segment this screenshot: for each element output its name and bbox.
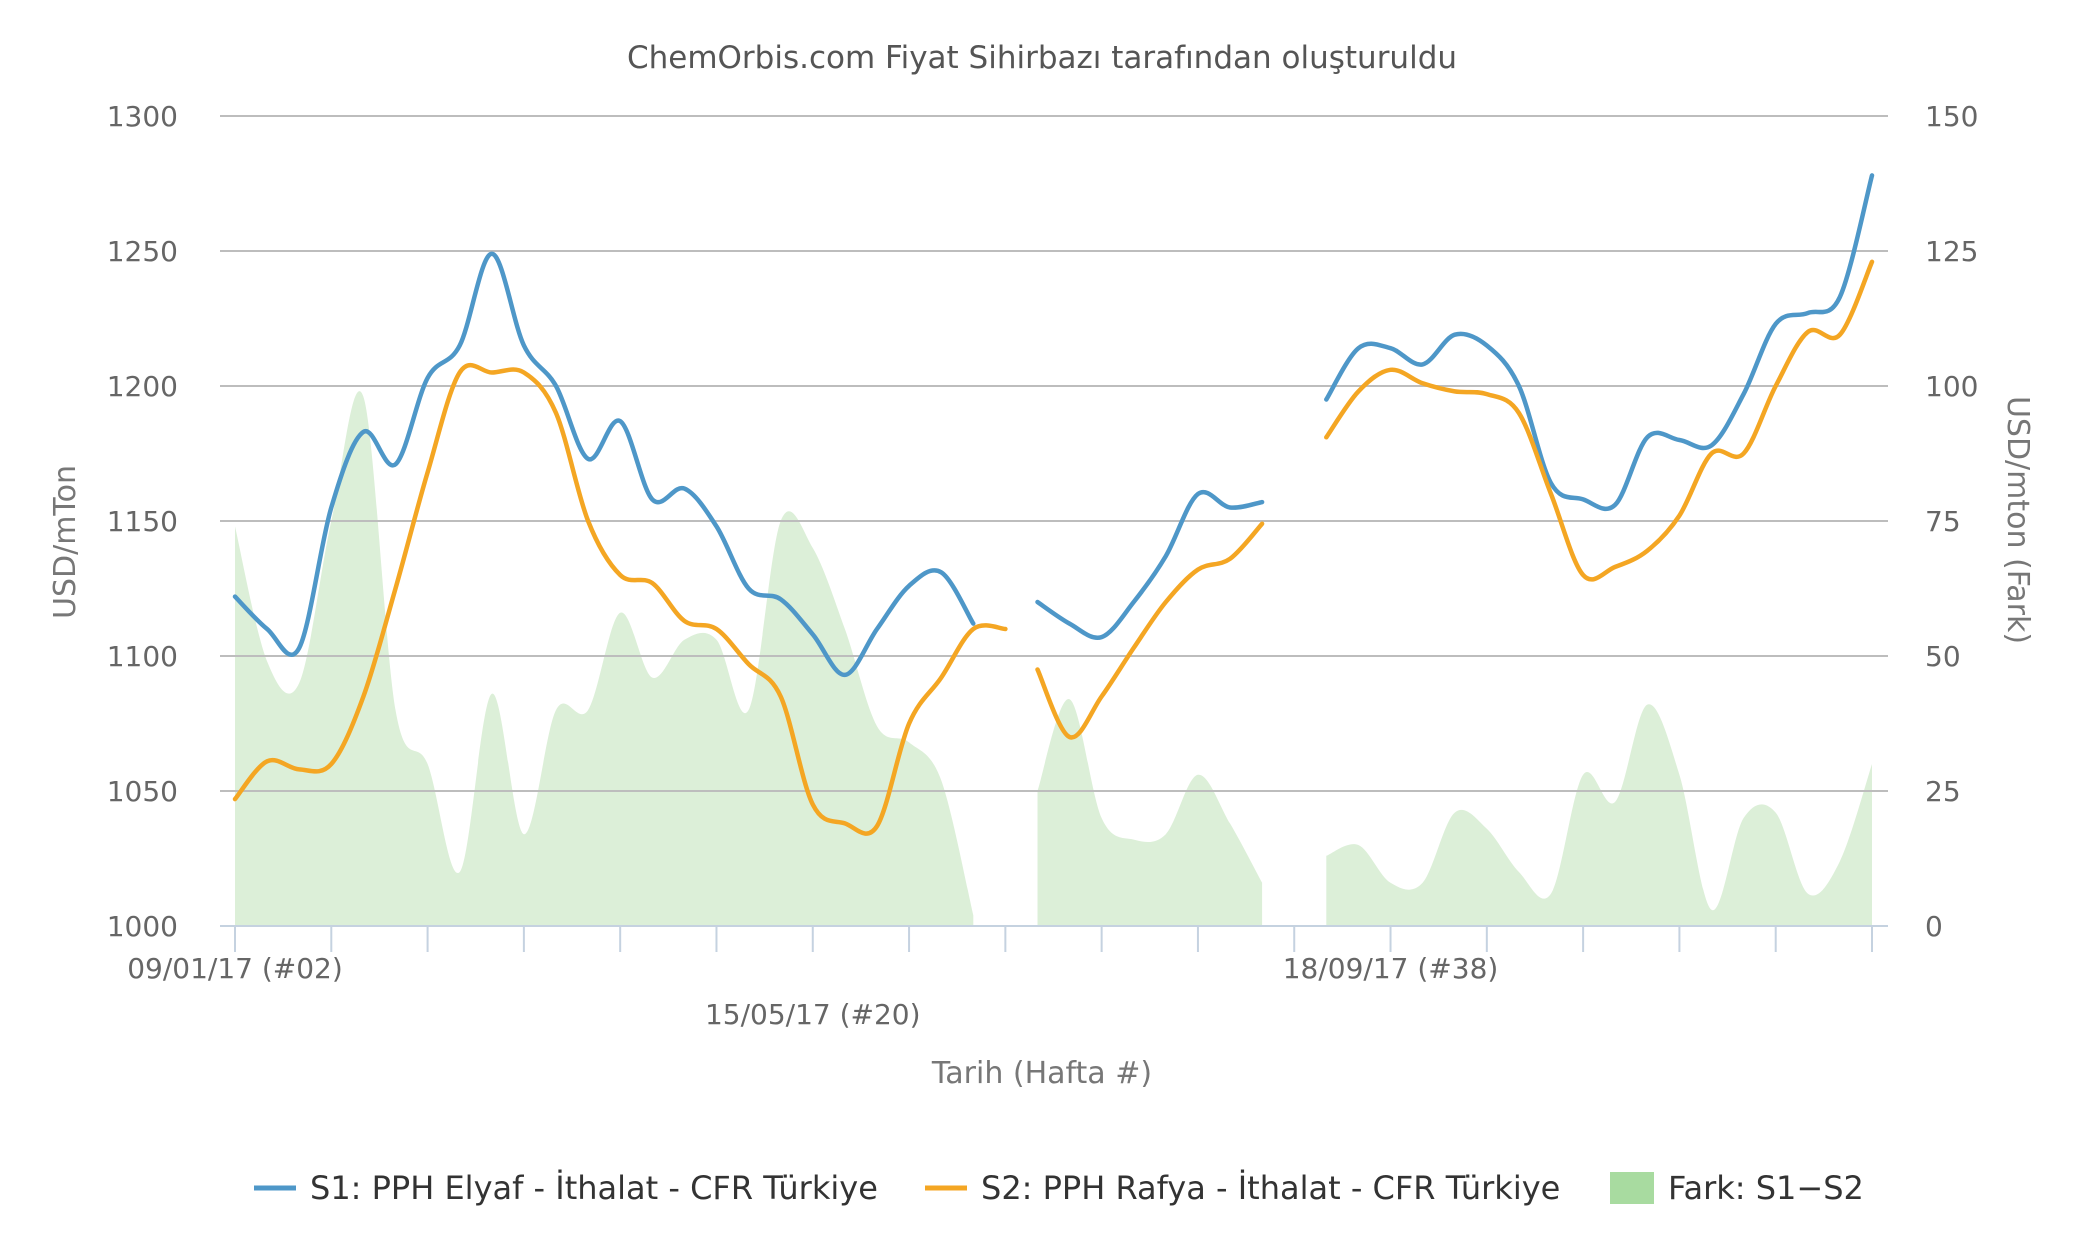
series-1-line-segment-2 xyxy=(1035,489,1265,641)
series-1-line-segment-3 xyxy=(1324,173,1875,512)
legend-label[interactable]: S1: PPH Elyaf - İthalat - CFR Türkiye xyxy=(310,1169,878,1207)
y-tick-label: 1200 xyxy=(107,370,178,403)
y-tick-label: 1000 xyxy=(107,910,178,943)
y2-axis-title: USD/mton (Fark) xyxy=(2000,396,2035,644)
legend-swatch xyxy=(1610,1172,1654,1204)
line-layer xyxy=(232,173,1875,836)
difference-area-segment-2 xyxy=(1037,699,1263,926)
y-tick-label: 1250 xyxy=(107,235,178,268)
x-tick-label: 09/01/17 (#02) xyxy=(127,952,343,985)
series-2-line-segment-2 xyxy=(1035,521,1265,740)
area-layer xyxy=(235,391,1872,927)
y-tick-label: 1050 xyxy=(107,775,178,808)
series-2-line-segment-1 xyxy=(232,362,1008,836)
x-tick-label: 15/05/17 (#20) xyxy=(705,998,921,1031)
y2-tick-label: 100 xyxy=(1925,370,1978,403)
y2-tick-label: 150 xyxy=(1925,100,1978,133)
x-axis-title: Tarih (Hafta #) xyxy=(931,1056,1152,1091)
difference-area-segment-3 xyxy=(1326,704,1872,926)
y-axis-title: USD/mTon xyxy=(48,465,83,619)
series-1-line-segment-1 xyxy=(232,251,976,678)
x-tick-label: 18/09/17 (#38) xyxy=(1283,952,1499,985)
axis-layer: 1000 1050 1100 1150 1200 1250 1300 0 25 50 75 100 12… xyxy=(107,100,1979,1031)
series-2-line-segment-3 xyxy=(1324,259,1875,582)
y2-tick-label: 0 xyxy=(1925,910,1943,943)
chart-title: ChemOrbis.com Fiyat Sihirbazı tarafından… xyxy=(627,40,1457,76)
y-tick-label: 1100 xyxy=(107,640,178,673)
legend-label[interactable]: Fark: S1−S2 xyxy=(1668,1169,1864,1207)
y-tick-label: 1300 xyxy=(107,100,178,133)
y2-tick-label: 125 xyxy=(1925,235,1978,268)
legend-label[interactable]: S2: PPH Rafya - İthalat - CFR Türkiye xyxy=(981,1169,1560,1207)
y2-tick-label: 50 xyxy=(1925,640,1961,673)
legend: S1: PPH Elyaf - İthalat - CFR Türkiye S2:… xyxy=(254,1169,1864,1207)
y2-tick-label: 75 xyxy=(1925,505,1961,538)
difference-area-segment-1 xyxy=(235,391,974,927)
y-tick-label: 1150 xyxy=(107,505,178,538)
y2-tick-label: 25 xyxy=(1925,775,1961,808)
